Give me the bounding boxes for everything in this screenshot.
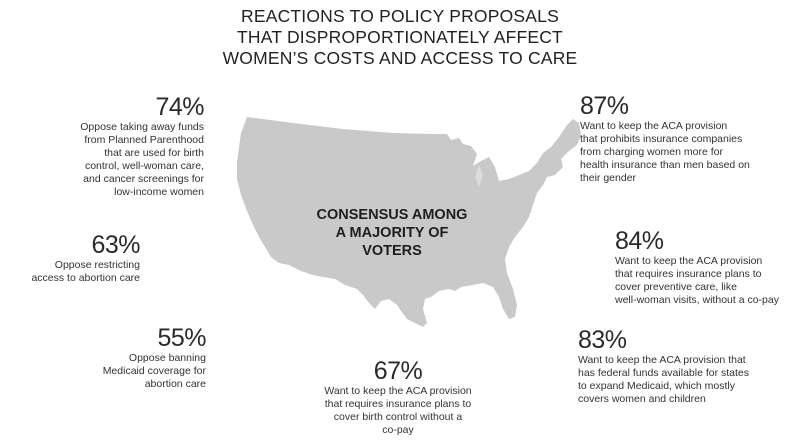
desc-line: abortion care [144, 378, 206, 390]
desc-line: co-pay [382, 424, 414, 436]
desc-line: Oppose banning [128, 352, 206, 364]
desc-line: Medicaid coverage for [102, 365, 206, 377]
desc-line: that prohibits insurance companies [580, 133, 743, 145]
desc-line: low-income women [114, 186, 204, 198]
desc-line: Oppose restricting [54, 259, 140, 271]
desc-line: from charging women more for [580, 146, 723, 158]
desc-line: that requires insurance plans to [615, 268, 762, 280]
desc-line: Want to keep the ACA provision [324, 385, 472, 397]
usa-map-shape [237, 117, 581, 327]
desc-line: Want to keep the ACA provision [615, 255, 763, 267]
stat-description: Want to keep the ACA provision that has … [578, 354, 778, 406]
usa-map-icon [237, 117, 581, 327]
title-line-3: WOMEN’S COSTS AND ACCESS TO CARE [222, 48, 578, 68]
stat-percent: 63% [91, 231, 140, 259]
stat-description: Oppose banning Medicaid coverage for abo… [40, 352, 206, 391]
desc-line: has federal funds available for states [578, 367, 750, 379]
stat-description: Oppose restricting access to abortion ca… [10, 259, 140, 285]
stat-description: Want to keep the ACA provision that requ… [312, 385, 484, 437]
desc-line: to expand Medicaid, which mostly [578, 380, 735, 392]
title-line-2: THAT DISPROPORTIONATELY AFFECT [237, 27, 563, 47]
consensus-line-3: VOTERS [362, 243, 422, 259]
stat-description: Want to keep the ACA provision that requ… [615, 255, 795, 307]
desc-line: well-woman visits, without a co-pay [615, 294, 779, 306]
consensus-label: CONSENSUS AMONG A MAJORITY OF VOTERS [292, 206, 492, 260]
page-title: REACTIONS TO POLICY PROPOSALS THAT DISPR… [200, 6, 600, 69]
stat-percent: 55% [157, 324, 206, 352]
stat-55-medicaid-abortion: 55% Oppose banning Medicaid coverage for… [40, 324, 207, 391]
title-line-1: REACTIONS TO POLICY PROPOSALS [241, 6, 559, 26]
stat-63-abortion-access: 63% Oppose restricting access to abortio… [10, 231, 140, 285]
consensus-line-1: CONSENSUS AMONG [316, 207, 468, 223]
desc-line: cover birth control without a [333, 411, 463, 423]
stat-87-gender-pricing: 87% Want to keep the ACA provision that … [580, 92, 780, 185]
stat-percent: 74% [155, 93, 204, 121]
desc-line: covers women and children [578, 393, 706, 405]
desc-line: from Planned Parenthood [84, 134, 204, 146]
stat-percent: 67% [373, 357, 423, 385]
stat-74-planned-parenthood: 74% Oppose taking away funds from Planne… [30, 93, 204, 199]
stat-description: Oppose taking away funds from Planned Pa… [30, 121, 204, 199]
desc-line: control, well-woman care, [84, 160, 204, 172]
stat-percent: 84% [615, 227, 664, 255]
desc-line: Want to keep the ACA provision [580, 120, 728, 132]
stat-percent: 83% [578, 326, 627, 354]
desc-line: cover preventive care, like [615, 281, 737, 293]
stat-percent: 87% [580, 92, 629, 120]
stat-84-preventive-care: 84% Want to keep the ACA provision that … [615, 227, 795, 307]
desc-line: and cancer screenings for [83, 173, 204, 185]
stat-description: Want to keep the ACA provision that proh… [580, 120, 780, 185]
desc-line: Want to keep the ACA provision that [578, 354, 746, 366]
desc-line: access to abortion care [31, 272, 140, 284]
desc-line: Oppose taking away funds [80, 121, 204, 133]
desc-line: that are used for birth [104, 147, 204, 159]
desc-line: their gender [580, 172, 637, 184]
desc-line: that requires insurance plans to [324, 398, 472, 410]
consensus-line-2: A MAJORITY OF [335, 225, 449, 241]
desc-line: health insurance than men based on [580, 159, 750, 171]
stat-67-birth-control: 67% Want to keep the ACA provision that … [312, 357, 484, 437]
map-highlight [475, 165, 483, 187]
stat-83-medicaid-expansion: 83% Want to keep the ACA provision that … [578, 326, 778, 406]
